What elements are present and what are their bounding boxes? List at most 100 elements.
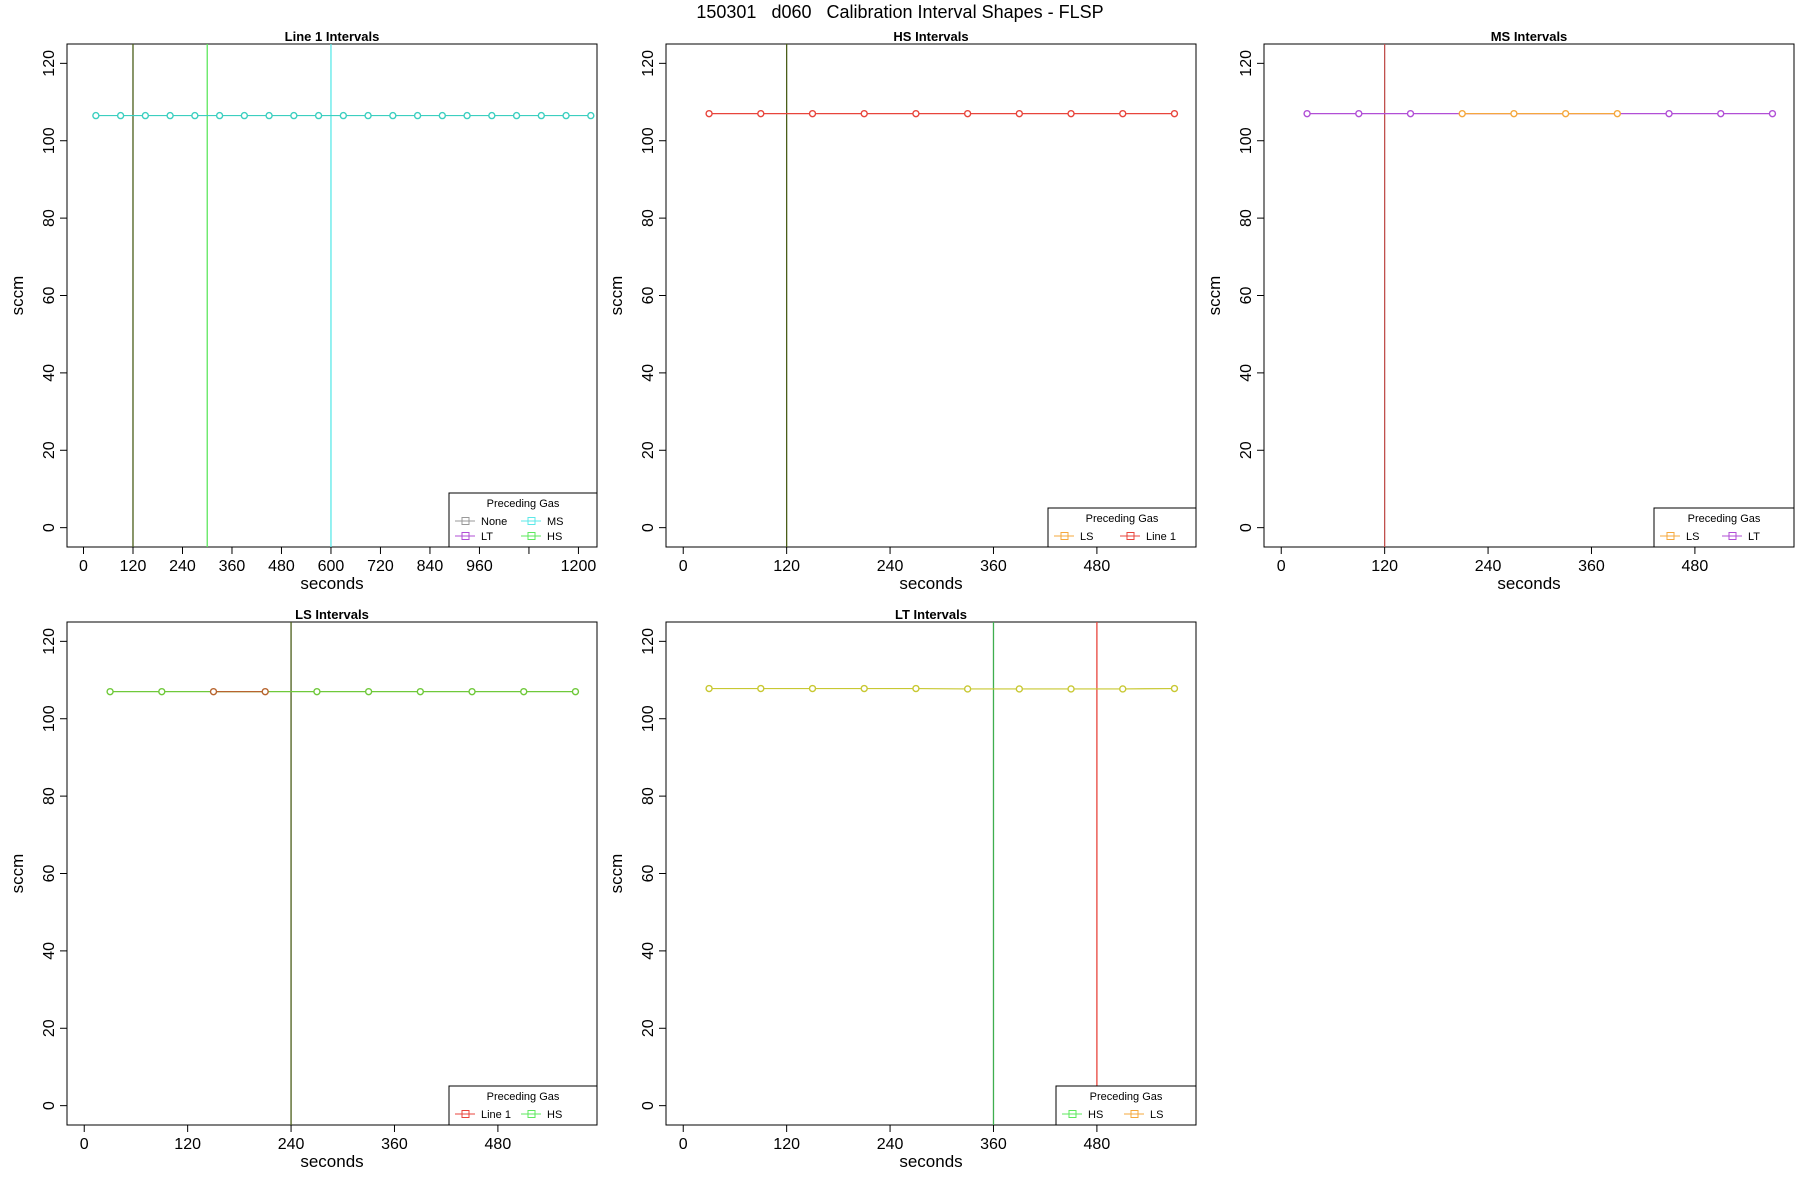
x-tick-label: 240 (278, 1136, 305, 1153)
data-point (416, 687, 425, 696)
x-tick-label: 0 (679, 1136, 688, 1153)
y-tick-label: 40 (41, 364, 58, 382)
y-tick-label: 20 (41, 1019, 58, 1037)
legend-swatch-marker (1130, 1110, 1139, 1118)
plot-frame (66, 43, 598, 548)
legend-entry-label: Line 1 (1146, 531, 1176, 543)
y-tick-label: 80 (640, 209, 657, 227)
x-tick-label: 480 (1084, 1136, 1111, 1153)
data-point (963, 109, 972, 118)
y-tick-label: 80 (41, 209, 58, 227)
chart-panel-3: MS Intervals 0 120 240 360 480 seconds 0 20 40 60 8… (1205, 29, 1795, 593)
y-tick-label: 0 (640, 1101, 657, 1110)
data-point (364, 111, 372, 120)
x-axis-label: seconds (899, 1152, 962, 1171)
chart-title: Line 1 Intervals (285, 29, 380, 44)
data-point (537, 111, 546, 120)
x-tick-label: 360 (1578, 558, 1605, 575)
legend-title: Preceding Gas (1688, 513, 1761, 525)
legend-title: Preceding Gas (487, 1091, 560, 1103)
legend: Preceding Gas LS Line 1 (1047, 507, 1197, 548)
y-tick-label: 0 (41, 1101, 58, 1110)
plot-frame (66, 621, 598, 1126)
data-point (571, 687, 580, 696)
x-tick-label: 360 (381, 1136, 408, 1153)
data-point (1015, 109, 1024, 118)
data-point (1119, 109, 1127, 118)
x-tick-label: 360 (980, 1136, 1007, 1153)
data-point (1458, 109, 1466, 118)
data-point (92, 111, 100, 120)
legend-swatch-marker (527, 517, 536, 525)
legend-entry-label: None (481, 516, 507, 528)
x-tick-label: 240 (877, 558, 904, 575)
data-point (463, 111, 471, 120)
chart-panel-4: LS Intervals 0 120 240 360 480 seconds 0 20 40 60 8… (8, 607, 598, 1171)
legend-box (448, 1085, 598, 1126)
y-axis-label: sccm (607, 276, 626, 316)
plot-frame (665, 621, 1197, 1126)
data-point (1170, 684, 1179, 693)
data-point (413, 111, 422, 120)
data-point (1067, 685, 1075, 693)
legend-entry-label: HS (1088, 1109, 1103, 1121)
legend-swatch-marker (461, 532, 470, 540)
data-point (116, 111, 125, 120)
y-tick-label: 100 (640, 127, 657, 154)
legend-box (1055, 1085, 1197, 1126)
data-point (512, 111, 521, 120)
data-point (261, 687, 269, 696)
y-axis-label: sccm (1205, 276, 1224, 316)
data-point (314, 111, 323, 120)
x-tick-label: 360 (980, 558, 1007, 575)
y-tick-label: 80 (1238, 209, 1255, 227)
legend-swatch-marker (527, 532, 536, 540)
data-point (705, 684, 713, 693)
y-tick-label: 100 (41, 127, 58, 154)
x-axis-label: seconds (300, 1152, 363, 1171)
legend-swatch-marker (1666, 532, 1675, 540)
y-tick-label: 120 (1238, 50, 1255, 77)
y-axis-label: sccm (8, 854, 27, 894)
data-point (1119, 685, 1127, 693)
x-axis-label: seconds (899, 574, 962, 593)
data-point (191, 111, 199, 120)
x-tick-label: 480 (485, 1136, 512, 1153)
y-axis-label: sccm (8, 276, 27, 316)
data-point (860, 684, 868, 693)
data-point (705, 109, 713, 118)
y-tick-label: 60 (41, 865, 58, 883)
y-tick-label: 0 (1238, 523, 1255, 532)
legend-entry-label: LT (481, 531, 493, 543)
x-tick-label: 120 (174, 1136, 201, 1153)
data-point (488, 111, 496, 120)
y-tick-label: 120 (640, 628, 657, 655)
legend-entry-label: HS (547, 1109, 562, 1121)
x-tick-label: 0 (79, 558, 88, 575)
data-point (468, 687, 476, 696)
data-point (215, 111, 224, 120)
data-point (808, 684, 817, 693)
legend-entry-label: LT (1748, 531, 1760, 543)
y-tick-label: 40 (640, 942, 657, 960)
data-point (562, 111, 570, 120)
x-tick-label: 0 (1277, 558, 1286, 575)
legend-entry-label: Line 1 (481, 1109, 511, 1121)
chart-title: LS Intervals (295, 607, 369, 622)
y-axis-label: sccm (607, 854, 626, 894)
x-tick-label: 480 (1682, 558, 1709, 575)
legend-title: Preceding Gas (1086, 513, 1159, 525)
data-point (209, 687, 218, 696)
x-tick-label: 1200 (561, 558, 597, 575)
legend-swatch-marker (1126, 532, 1135, 540)
data-point (1406, 109, 1415, 118)
x-tick-label: 960 (466, 558, 493, 575)
legend-entry-label: LS (1150, 1109, 1163, 1121)
legend-entry-label: LS (1080, 531, 1093, 543)
legend: Preceding Gas Line 1 HS (448, 1085, 598, 1126)
y-tick-label: 100 (640, 705, 657, 732)
x-tick-label: 120 (773, 558, 800, 575)
data-point (313, 687, 321, 696)
